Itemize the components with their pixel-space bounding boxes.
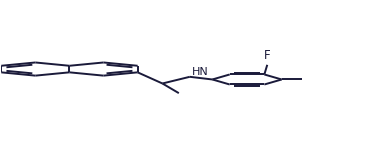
Text: HN: HN [192,66,208,76]
Text: F: F [264,49,270,62]
